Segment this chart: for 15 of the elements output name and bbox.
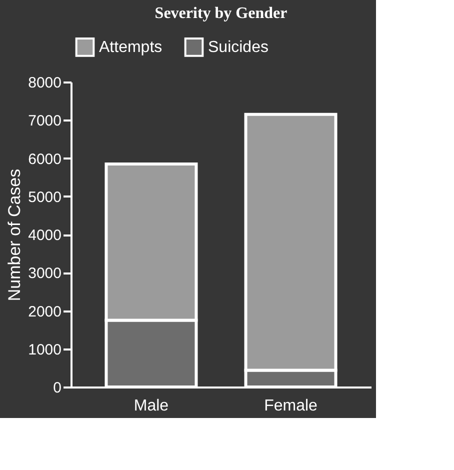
legend-label: Attempts — [99, 39, 162, 56]
x-tick-label: Male — [134, 398, 169, 414]
y-tick-label: 0 — [53, 380, 62, 396]
y-tick-label: 4000 — [28, 227, 62, 244]
y-tick-label: 3000 — [28, 265, 62, 282]
y-axis-title: Number of Cases — [5, 168, 24, 302]
x-tick-label: Female — [264, 398, 318, 414]
legend-label: Suicides — [208, 39, 268, 56]
y-tick-label: 8000 — [28, 74, 62, 92]
y-tick-label: 2000 — [28, 303, 62, 320]
y-tick-label: 7000 — [28, 112, 62, 130]
y-tick-label: 5000 — [28, 188, 62, 206]
chart-title: Severity by Gender — [154, 5, 288, 22]
y-tick-label: 6000 — [28, 150, 62, 168]
y-tick-label: 1000 — [28, 341, 62, 358]
